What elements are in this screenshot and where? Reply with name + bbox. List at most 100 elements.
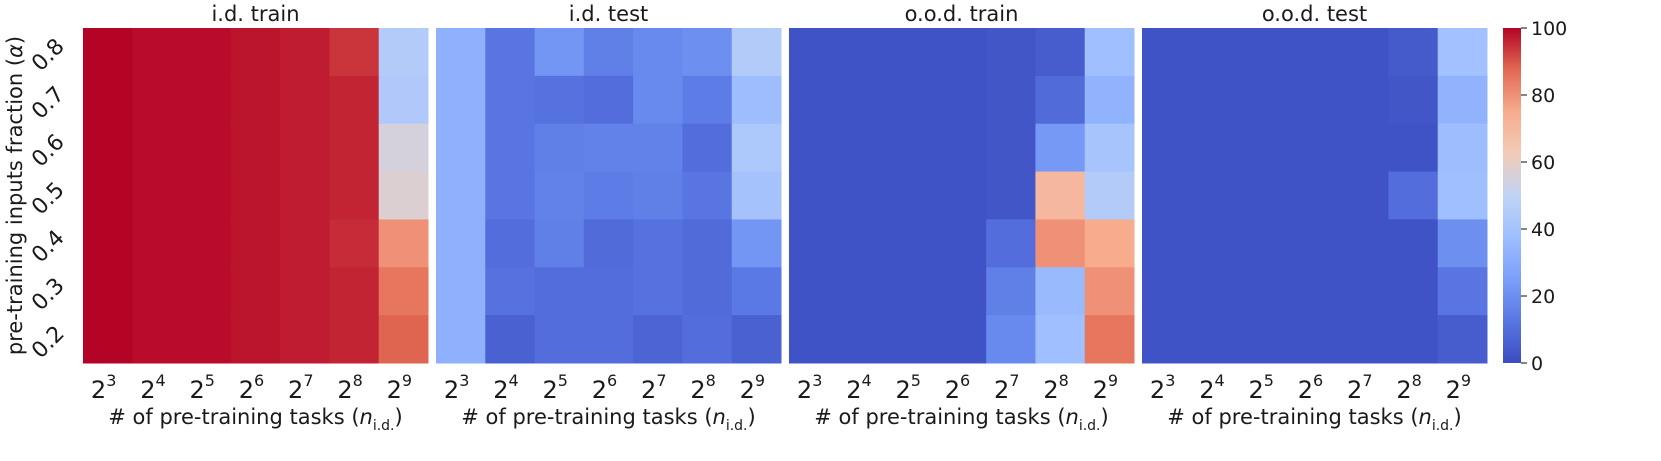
- heatmap-cell: [838, 267, 889, 316]
- heatmap-cell: [1035, 219, 1086, 268]
- heatmap-cell: [280, 28, 330, 77]
- heatmap-cell: [682, 123, 733, 173]
- heatmap-cell: [1437, 28, 1488, 77]
- heatmap-cell: [1142, 315, 1192, 364]
- heatmap-cell: [682, 171, 733, 220]
- heatmap-cell: [633, 267, 683, 316]
- heatmap-cell: [1191, 75, 1242, 125]
- x-tick-label: 28: [337, 371, 362, 404]
- heatmap-cell: [1437, 219, 1488, 268]
- x-tick-label: 29: [740, 371, 765, 404]
- heatmap-cell: [731, 75, 782, 125]
- heatmap-cell: [485, 123, 536, 173]
- heatmap-cell: [181, 171, 232, 220]
- x-tick-label: 24: [846, 371, 871, 404]
- heatmap-cell: [181, 219, 232, 268]
- colorbar-tick-label: 40: [1531, 219, 1555, 241]
- heatmap-cell: [789, 267, 839, 316]
- heatmap-cell: [789, 315, 839, 364]
- heatmap-cell: [838, 28, 889, 77]
- x-tick-label: 23: [91, 371, 116, 404]
- heatmap-cell: [1289, 123, 1340, 173]
- panel-title: i.d. train: [211, 2, 299, 26]
- y-tick-label: 0.4: [27, 226, 69, 268]
- heatmap-cell: [329, 123, 380, 173]
- heatmap-cell: [583, 75, 634, 125]
- heatmap-cell: [280, 171, 330, 220]
- x-tick-label: 27: [641, 371, 666, 404]
- y-tick-label: 0.3: [27, 273, 69, 315]
- x-tick-label: 27: [1347, 371, 1372, 404]
- heatmap-cell: [838, 75, 889, 125]
- heatmap-cell: [1289, 75, 1340, 125]
- heatmap-cell: [1035, 123, 1086, 173]
- panel-title: i.d. test: [569, 2, 649, 26]
- panel-title: o.o.d. test: [1262, 2, 1367, 26]
- heatmap-cell: [1084, 219, 1135, 268]
- heatmap-cell: [1240, 219, 1291, 268]
- heatmap-cell: [534, 75, 585, 125]
- heatmap-cell: [181, 28, 232, 77]
- heatmap-cell: [1289, 219, 1340, 268]
- heatmap-cell: [534, 267, 585, 316]
- x-tick-label: 24: [1199, 371, 1224, 404]
- heatmap-cell: [534, 171, 585, 220]
- heatmap-cell: [838, 123, 889, 173]
- colorbar-tick-label: 0: [1531, 353, 1543, 375]
- heatmap-cell: [936, 28, 987, 77]
- colorbar-tick-label: 60: [1531, 152, 1555, 174]
- heatmap-cell: [1084, 171, 1135, 220]
- heatmap-cell: [329, 315, 380, 364]
- heatmap-cell: [936, 75, 987, 125]
- heatmap-cell: [1289, 28, 1340, 77]
- x-tick-label: 27: [994, 371, 1019, 404]
- y-axis-label: pre-training inputs fraction (α): [3, 36, 27, 355]
- heatmap-cell: [731, 28, 782, 77]
- heatmap-cell: [1388, 28, 1439, 77]
- heatmap-cell: [1142, 28, 1192, 77]
- panel-title: o.o.d. train: [905, 2, 1019, 26]
- heatmap-cell: [986, 28, 1036, 77]
- heatmap-cell: [230, 75, 281, 125]
- heatmap-cell: [485, 267, 536, 316]
- heatmap-cell: [1240, 75, 1291, 125]
- heatmap-cell: [1084, 75, 1135, 125]
- heatmap-cell: [1289, 267, 1340, 316]
- heatmap-cell: [789, 219, 839, 268]
- heatmap-cell: [1339, 75, 1389, 125]
- heatmap-cell: [1084, 123, 1135, 173]
- heatmap-cell: [1084, 315, 1135, 364]
- heatmap-cell: [378, 171, 429, 220]
- colorbar-tick-label: 20: [1531, 286, 1555, 308]
- heatmap-cell: [230, 315, 281, 364]
- heatmap-cell: [887, 123, 938, 173]
- heatmap-cell: [436, 123, 486, 173]
- heatmap-cell: [436, 315, 486, 364]
- heatmap-cell: [534, 123, 585, 173]
- heatmap-cell: [1240, 171, 1291, 220]
- heatmap-cell: [1035, 315, 1086, 364]
- heatmap-cell: [789, 123, 839, 173]
- heatmap-cell: [1388, 267, 1439, 316]
- heatmap-cell: [838, 315, 889, 364]
- x-tick-label: 24: [493, 371, 518, 404]
- heatmap-cell: [1240, 123, 1291, 173]
- colorbar-tick-label: 100: [1531, 18, 1567, 40]
- heatmap-cell: [83, 123, 133, 173]
- heatmap-cell: [887, 219, 938, 268]
- heatmap-cell: [534, 28, 585, 77]
- x-tick-label: 25: [895, 371, 920, 404]
- heatmap-cell: [1035, 75, 1086, 125]
- heatmap-cell: [132, 28, 183, 77]
- heatmap-cell: [682, 315, 733, 364]
- heatmap-cell: [936, 267, 987, 316]
- heatmap-cell: [1191, 28, 1242, 77]
- heatmap-cell: [1142, 123, 1192, 173]
- heatmap-cell: [731, 219, 782, 268]
- heatmap-cell: [1437, 267, 1488, 316]
- heatmap-cell: [132, 75, 183, 125]
- heatmap-cell: [83, 315, 133, 364]
- heatmap-cell: [378, 219, 429, 268]
